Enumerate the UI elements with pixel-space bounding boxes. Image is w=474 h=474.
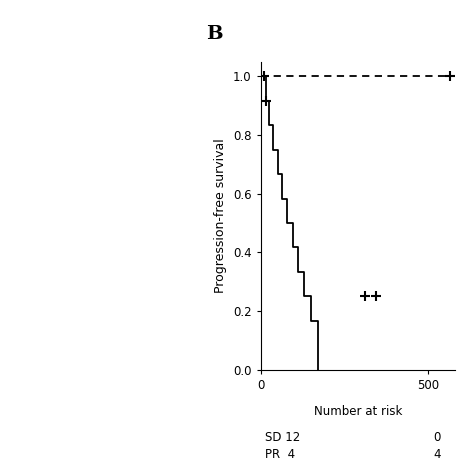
Text: 0: 0 xyxy=(433,431,440,444)
Text: Number at risk: Number at risk xyxy=(314,405,402,418)
Text: B: B xyxy=(206,25,223,43)
Text: PR  4: PR 4 xyxy=(265,448,296,461)
Text: SD 12: SD 12 xyxy=(265,431,301,444)
Y-axis label: Progression-free survival: Progression-free survival xyxy=(215,138,228,293)
Text: 4: 4 xyxy=(433,448,440,461)
